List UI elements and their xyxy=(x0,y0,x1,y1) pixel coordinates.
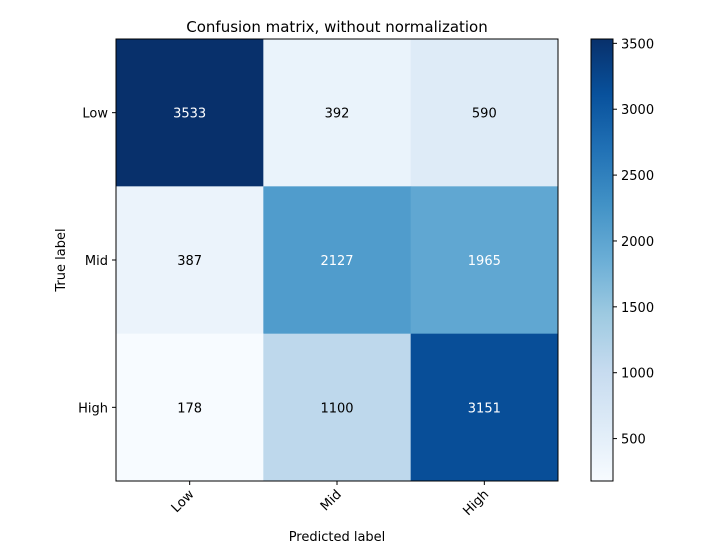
cell-value-label: 3533 xyxy=(173,107,206,122)
x-tick-label: Mid xyxy=(318,487,345,514)
cell-value-label: 1965 xyxy=(468,254,501,269)
colorbar-tick-label: 1000 xyxy=(621,367,654,382)
cell-value-label: 590 xyxy=(472,107,497,122)
colorbar-tick-label: 2000 xyxy=(621,235,654,250)
colorbar-tick-label: 3000 xyxy=(621,103,654,118)
y-tick-label: Mid xyxy=(85,254,108,269)
colorbar-tick-label: 3500 xyxy=(621,37,654,52)
y-tick-label: Low xyxy=(82,107,108,122)
x-axis-ticks: Low Mid High xyxy=(169,481,492,519)
heatmap-cell xyxy=(263,186,412,335)
colorbar-tick-label: 500 xyxy=(621,433,646,448)
heatmap-cell xyxy=(410,186,559,335)
y-axis-ticks: Low Mid High xyxy=(78,107,116,416)
colorbar-ticks: 500 1000 1500 2000 2500 3000 3500 xyxy=(613,37,654,448)
cell-value-label: 3151 xyxy=(468,401,501,416)
cell-value-label: 178 xyxy=(177,401,202,416)
heatmap-cell-labels: 3533 392 590 387 2127 1965 178 1100 3151 xyxy=(173,107,501,417)
colorbar-tick-label: 1500 xyxy=(621,301,654,316)
colorbar xyxy=(590,38,614,482)
heatmap-cell xyxy=(116,39,264,187)
y-tick-label: High xyxy=(78,401,108,416)
colorbar-tick-label: 2500 xyxy=(621,169,654,184)
chart-title: Confusion matrix, without normalization xyxy=(186,18,488,36)
cell-value-label: 387 xyxy=(177,254,202,269)
y-axis-label: True label xyxy=(54,228,69,292)
cell-value-label: 2127 xyxy=(320,254,353,269)
heatmap-cell xyxy=(410,39,559,187)
heatmap-cell xyxy=(263,333,412,482)
x-tick-label: High xyxy=(460,487,492,519)
heatmap-cell xyxy=(410,333,559,482)
heatmap-cell xyxy=(263,39,412,187)
heatmap-cell xyxy=(116,186,264,335)
x-tick-label: Low xyxy=(169,487,198,516)
cell-value-label: 1100 xyxy=(320,401,353,416)
x-axis-label: Predicted label xyxy=(289,530,386,545)
heatmap-cells xyxy=(116,39,559,482)
heatmap-cell xyxy=(116,333,264,482)
cell-value-label: 392 xyxy=(325,107,350,122)
